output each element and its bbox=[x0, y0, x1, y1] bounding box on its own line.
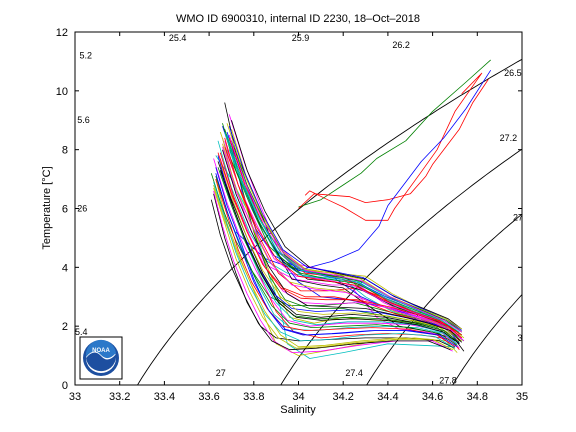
profile-line bbox=[219, 170, 460, 345]
density-contour-label: 26.5 bbox=[504, 68, 522, 78]
x-tick-label: 34.2 bbox=[332, 391, 353, 403]
density-contour-label: 27.8 bbox=[439, 376, 457, 386]
noaa-logo: NOAA bbox=[79, 336, 123, 380]
svg-text:NOAA: NOAA bbox=[92, 348, 110, 354]
y-axis-label: Temperature [°C] bbox=[41, 166, 53, 249]
profile-line bbox=[226, 149, 456, 342]
x-tick-label: 33 bbox=[69, 391, 81, 403]
y-tick-label: 12 bbox=[56, 27, 68, 39]
profile-line bbox=[298, 78, 489, 209]
profile-line bbox=[222, 146, 465, 342]
profile-line bbox=[226, 123, 462, 330]
density-contour-label: 27 bbox=[513, 212, 523, 222]
x-axis-label: Salinity bbox=[280, 404, 316, 416]
profile-line bbox=[228, 125, 462, 331]
density-contour-label: 27.4 bbox=[345, 368, 363, 378]
chart-title: WMO ID 6900310, internal ID 2230, 18–Oct… bbox=[176, 13, 420, 25]
x-tick-label: 35 bbox=[516, 391, 528, 403]
profile-line bbox=[215, 178, 456, 348]
profile-line bbox=[210, 199, 451, 351]
profile-line bbox=[222, 143, 465, 339]
profile-line bbox=[224, 140, 458, 333]
x-tick-label: 34.4 bbox=[377, 391, 398, 403]
density-contour-line bbox=[452, 293, 522, 385]
y-axis-ticks: 0 2 4 6 8 10 12 bbox=[56, 27, 522, 392]
profile-line bbox=[222, 149, 462, 343]
profile-line bbox=[213, 158, 456, 345]
profile-line bbox=[222, 137, 460, 349]
profile-line bbox=[224, 137, 460, 334]
profile-line bbox=[304, 72, 483, 221]
x-tick-label: 33.6 bbox=[198, 391, 219, 403]
y-tick-label: 6 bbox=[62, 204, 68, 216]
profile-line bbox=[215, 167, 456, 348]
profile-line bbox=[217, 167, 460, 343]
density-contour-label: 26 bbox=[77, 203, 87, 213]
profile-line bbox=[213, 187, 453, 351]
density-contour-line bbox=[136, 58, 522, 385]
x-tick-label: 33.4 bbox=[154, 391, 175, 403]
density-contour-label: 27 bbox=[216, 368, 226, 378]
density-contour-label: 5.6 bbox=[77, 115, 90, 125]
profile-line bbox=[231, 140, 462, 333]
density-contour-label: 5.2 bbox=[79, 50, 92, 60]
density-contour-label: 5.4 bbox=[75, 327, 88, 337]
profile-line bbox=[224, 128, 460, 334]
x-axis-ticks: 33 33.2 33.4 33.6 33.8 34 34.2 34.4 34.6 34.8 35 bbox=[69, 32, 528, 403]
profile-line bbox=[215, 173, 458, 348]
noaa-logo-wave-icon bbox=[86, 352, 117, 372]
y-tick-label: 4 bbox=[62, 262, 68, 274]
profile-line bbox=[213, 181, 456, 349]
profile-series bbox=[210, 59, 492, 359]
profile-line bbox=[213, 184, 453, 351]
y-tick-label: 8 bbox=[62, 145, 68, 157]
x-tick-label: 34 bbox=[292, 391, 304, 403]
density-contour-label: 25.4 bbox=[169, 33, 187, 43]
profile-line bbox=[219, 161, 462, 342]
profile-line bbox=[231, 120, 462, 330]
y-tick-label: 2 bbox=[62, 321, 68, 333]
y-tick-label: 0 bbox=[62, 380, 68, 392]
density-contour-label: 26.2 bbox=[392, 40, 410, 50]
profile-line bbox=[217, 152, 462, 339]
x-tick-label: 33.8 bbox=[243, 391, 264, 403]
profile-line bbox=[224, 131, 460, 333]
profile-line bbox=[219, 158, 462, 340]
x-tick-label: 33.2 bbox=[109, 391, 130, 403]
density-contour-label: 27.2 bbox=[500, 133, 518, 143]
density-contour-label: 3 bbox=[518, 333, 523, 343]
x-tick-label: 34.8 bbox=[467, 391, 488, 403]
y-tick-label: 10 bbox=[56, 86, 68, 98]
profile-line bbox=[228, 134, 462, 333]
density-contour-line bbox=[366, 213, 522, 385]
x-tick-label: 34.6 bbox=[422, 391, 443, 403]
profile-line bbox=[217, 181, 458, 346]
density-contour-label: 25.9 bbox=[292, 33, 310, 43]
